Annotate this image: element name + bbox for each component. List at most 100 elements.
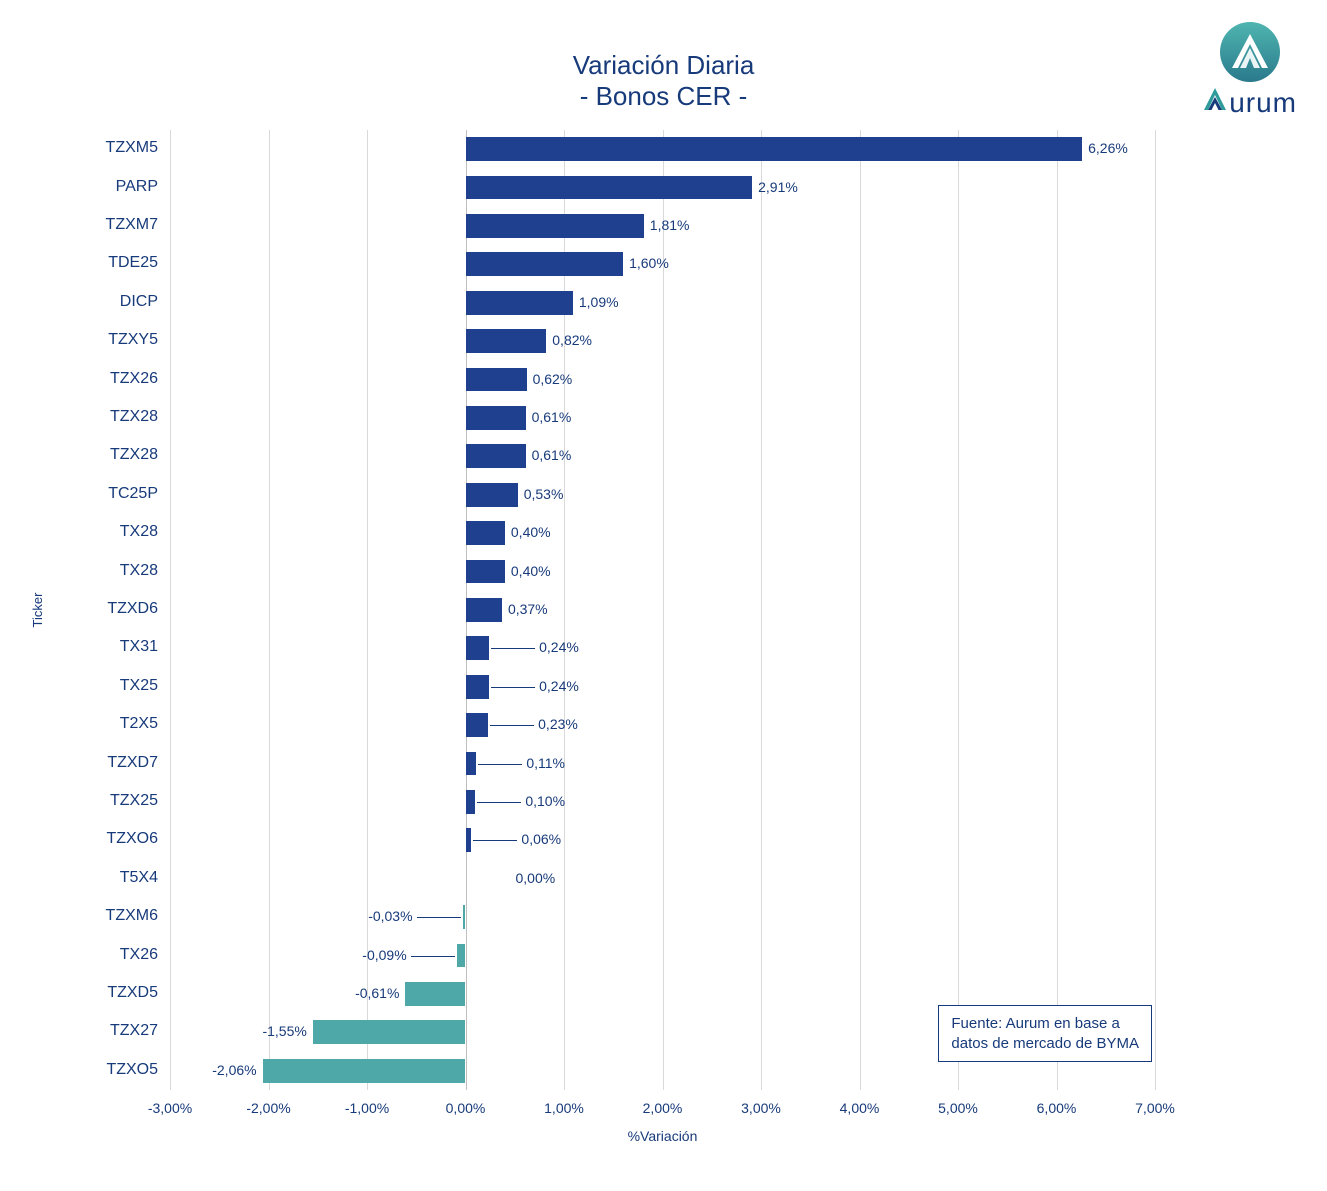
bar-value-label: 0,24%	[539, 678, 579, 694]
bar	[466, 291, 573, 315]
bar-value-label: 0,10%	[525, 793, 565, 809]
leader-line	[490, 725, 534, 726]
gridline	[269, 130, 270, 1090]
bar	[466, 329, 547, 353]
y-tick-label: TZX28	[110, 446, 158, 464]
bar-value-label: 0,11%	[526, 755, 565, 771]
y-tick-label: TZX28	[110, 408, 158, 426]
bar	[466, 406, 526, 430]
x-tick-label: 3,00%	[741, 1100, 781, 1116]
y-tick-label: TX25	[120, 677, 158, 695]
x-tick-label: 6,00%	[1037, 1100, 1077, 1116]
bar	[466, 483, 518, 507]
y-tick-label: TX28	[120, 523, 158, 541]
leader-line	[491, 648, 535, 649]
bar	[466, 828, 472, 852]
bar	[313, 1020, 466, 1044]
leader-line	[417, 917, 461, 918]
gridline	[170, 130, 171, 1090]
leader-line	[411, 956, 455, 957]
y-tick-label: TC25P	[108, 485, 158, 503]
x-tick-label: 5,00%	[938, 1100, 978, 1116]
bar	[466, 137, 1083, 161]
gridline	[860, 130, 861, 1090]
bar	[466, 713, 489, 737]
bar	[466, 675, 490, 699]
y-tick-label: TZX26	[110, 370, 158, 388]
y-axis-label: Ticker	[30, 593, 45, 628]
x-tick-label: 4,00%	[840, 1100, 880, 1116]
y-tick-label: T2X5	[120, 715, 158, 733]
x-tick-label: 2,00%	[643, 1100, 683, 1116]
gridline	[663, 130, 664, 1090]
x-tick-label: -1,00%	[345, 1100, 389, 1116]
bar	[466, 252, 624, 276]
bar	[466, 521, 505, 545]
bar-value-label: 0,37%	[508, 601, 548, 617]
y-tick-label: TZXM7	[106, 216, 158, 234]
y-tick-label: TZXM5	[106, 139, 158, 157]
x-axis-label: %Variación	[170, 1128, 1155, 1144]
leader-line	[491, 687, 535, 688]
x-tick-label: 1,00%	[544, 1100, 584, 1116]
y-tick-label: T5X4	[120, 869, 158, 887]
y-tick-label: TX28	[120, 562, 158, 580]
x-tick-label: -3,00%	[148, 1100, 192, 1116]
bar	[466, 752, 477, 776]
y-tick-label: PARP	[116, 178, 158, 196]
y-tick-label: TDE25	[108, 254, 158, 272]
bar-value-label: 1,09%	[579, 294, 619, 310]
leader-line	[478, 764, 522, 765]
bar	[466, 598, 502, 622]
bar	[466, 444, 526, 468]
y-tick-label: TZXO5	[106, 1061, 158, 1079]
source-line-2: datos de mercado de BYMA	[951, 1034, 1139, 1054]
bar	[463, 905, 466, 929]
bar-value-label: 0,40%	[511, 563, 551, 579]
bar	[263, 1059, 466, 1083]
x-tick-label: 7,00%	[1135, 1100, 1175, 1116]
gridline	[761, 130, 762, 1090]
y-tick-label: TZXD6	[107, 600, 158, 618]
source-box: Fuente: Aurum en base a datos de mercado…	[938, 1005, 1152, 1062]
y-tick-label: TZXO6	[106, 830, 158, 848]
bar-value-label: 0,61%	[532, 447, 572, 463]
y-tick-label: TZXY5	[108, 331, 158, 349]
bar-value-label: 0,24%	[539, 639, 579, 655]
bar-value-label: 0,06%	[521, 831, 561, 847]
y-tick-label: TZX27	[110, 1022, 158, 1040]
y-tick-label: DICP	[120, 293, 158, 311]
bar	[466, 214, 644, 238]
x-tick-label: -2,00%	[246, 1100, 290, 1116]
plot-area	[170, 130, 1155, 1090]
gridline	[958, 130, 959, 1090]
bar	[466, 560, 505, 584]
bar-value-label: 0,62%	[533, 371, 573, 387]
y-tick-label: TZX25	[110, 792, 158, 810]
bar-value-label: 1,81%	[650, 217, 690, 233]
gridline	[1155, 130, 1156, 1090]
bar	[457, 944, 466, 968]
bar-value-label: -2,06%	[212, 1062, 256, 1078]
y-tick-label: TZXM6	[106, 907, 158, 925]
bar	[466, 790, 476, 814]
bar-value-label: -0,09%	[362, 947, 406, 963]
bar-value-label: -0,03%	[368, 908, 412, 924]
leader-line	[473, 840, 517, 841]
chart-container: Variación Diaria - Bonos CER -	[0, 0, 1327, 1191]
leader-line	[477, 802, 521, 803]
bar-value-label: 0,61%	[532, 409, 572, 425]
bar-value-label: 2,91%	[758, 179, 798, 195]
bar	[466, 176, 753, 200]
gridline	[1057, 130, 1058, 1090]
bar-value-label: -1,55%	[262, 1023, 306, 1039]
x-tick-label: 0,00%	[446, 1100, 486, 1116]
bar	[405, 982, 465, 1006]
y-tick-label: TX31	[120, 638, 158, 656]
bar-value-label: 0,82%	[552, 332, 592, 348]
bar	[466, 636, 490, 660]
bar-value-label: 1,60%	[629, 255, 669, 271]
y-tick-label: TX26	[120, 946, 158, 964]
bar	[466, 368, 527, 392]
bar-value-label: 0,00%	[516, 870, 556, 886]
